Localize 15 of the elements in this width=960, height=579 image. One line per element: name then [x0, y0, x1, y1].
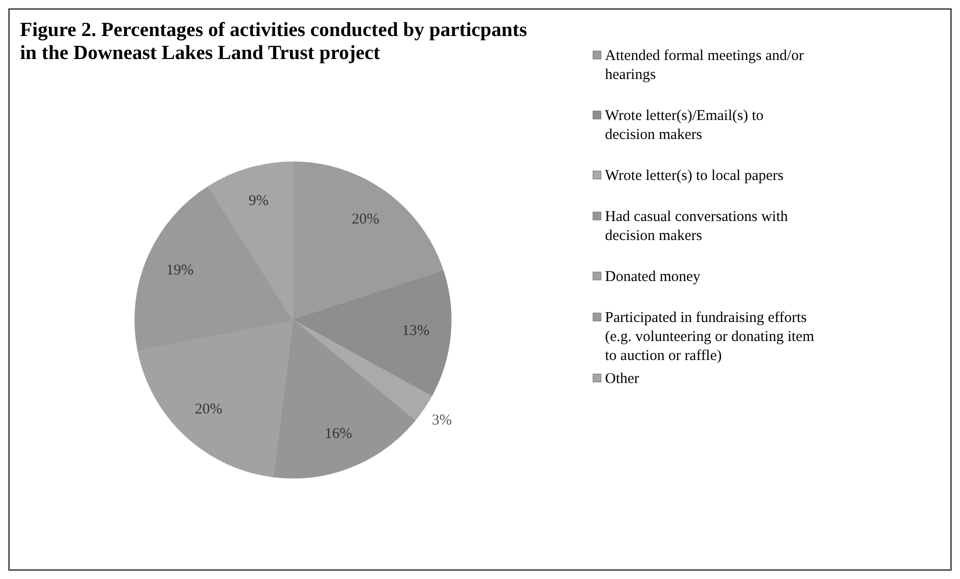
data-label: 20% — [352, 212, 380, 228]
data-label: 13% — [402, 323, 430, 340]
legend-label: Wrote letter(s)/Email(s) to decision makers — [605, 108, 764, 143]
legend-label: Participated in fundraising efforts (e.g. volunteering or donating item to auction or raffle) — [605, 310, 814, 364]
legend-label: Had casual conversations with decision makers — [605, 209, 788, 244]
legend-label: Attended formal meetings and/or hearings — [605, 48, 804, 83]
data-label: 9% — [248, 193, 269, 210]
legend-label: Donated money — [605, 269, 701, 285]
legend-label: Wrote letter(s) to local papers — [605, 168, 784, 184]
legend-label: Other — [605, 371, 640, 387]
data-label: 19% — [166, 262, 194, 278]
data-label: 3% — [432, 412, 452, 429]
data-label: 20% — [194, 401, 222, 418]
data-label: 16% — [324, 426, 352, 442]
chart-title: Figure 2. Percentages of activities conducted by particpants in the Downeast Lakes Land Trust project — [20, 19, 528, 64]
